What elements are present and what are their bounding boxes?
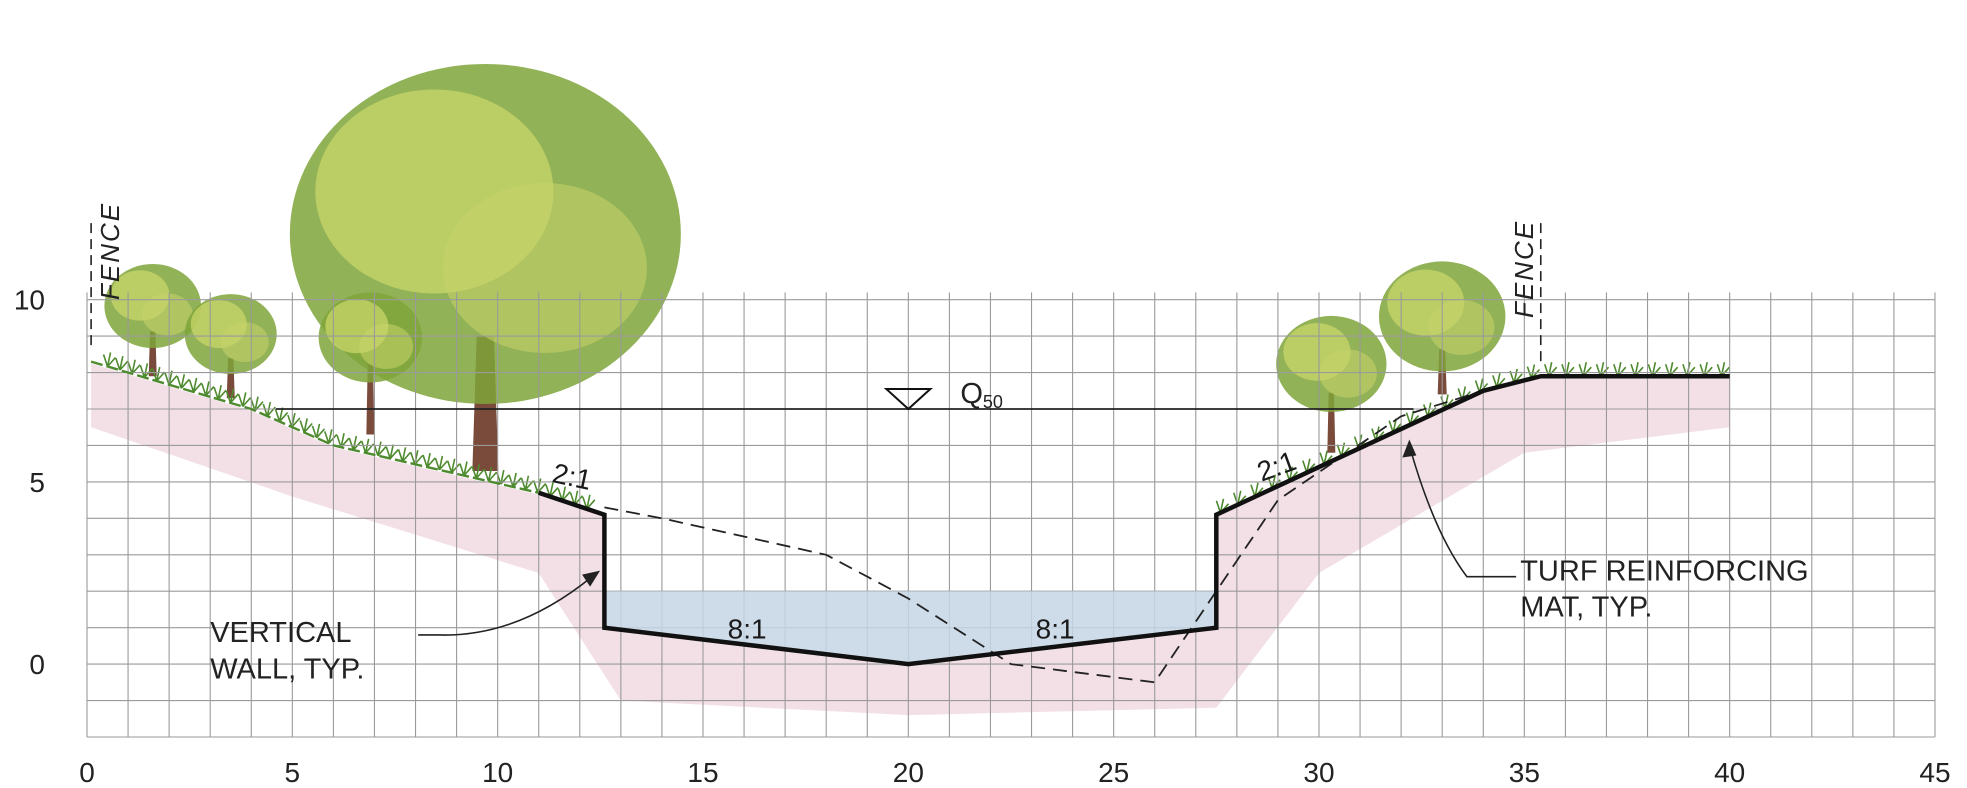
fence-label-left: FENCE	[95, 202, 125, 300]
fence-labels: FENCE FENCE	[95, 202, 1539, 318]
x-tick-label: 35	[1509, 757, 1540, 788]
grass-tuft	[237, 392, 252, 408]
grass-tuft	[397, 447, 412, 462]
vegetation-illustrations	[102, 63, 1731, 514]
grass-tuft	[274, 407, 289, 423]
grass-tuft	[323, 429, 338, 444]
vertical-wall-callout: VERTICAL WALL, TYP.	[210, 570, 601, 686]
grass-tuft	[422, 452, 436, 468]
x-tick-label: 0	[79, 757, 95, 788]
x-tick-label: 45	[1919, 757, 1950, 788]
tree-canopy-highlight	[220, 322, 269, 363]
tree-canopy-highlight	[1319, 349, 1377, 398]
grass-tuft	[446, 458, 461, 474]
grass-tuft	[311, 423, 326, 439]
grass-tuft	[532, 478, 547, 494]
fence-label-right: FENCE	[1509, 220, 1539, 318]
vertical-wall-leader-line	[418, 576, 593, 636]
x-tick-label: 25	[1098, 757, 1129, 788]
grass-tuft	[434, 455, 448, 471]
grass-tuft	[483, 467, 498, 482]
vertical-wall-note-line: VERTICAL	[210, 617, 351, 649]
grass-tuft	[299, 418, 313, 434]
y-axis-labels: 0 5 10	[14, 285, 45, 680]
turf-mat-callout: TURF REINFORCING MAT, TYP.	[1402, 439, 1809, 624]
grass-tuft	[188, 377, 203, 393]
turf-mat-arrowhead-icon	[1402, 439, 1417, 458]
grass-tuft	[520, 475, 534, 491]
tree-canopy-highlight	[142, 293, 193, 336]
slope-labels: 2:1 2:1 8:1 8:1	[550, 445, 1300, 645]
grass-tuft	[151, 366, 166, 382]
grass-tuft	[410, 450, 424, 465]
grass-tuft	[225, 388, 240, 404]
grass-tuft	[201, 381, 215, 397]
y-tick-label: 5	[29, 467, 45, 498]
turf-mat-leader-line	[1408, 445, 1517, 578]
proposed-channel-section	[537, 373, 1730, 667]
right-invert-slope-label: 8:1	[1036, 614, 1075, 645]
turf-mat-note-line: MAT, TYP.	[1520, 592, 1652, 624]
y-tick-label: 10	[14, 285, 45, 316]
vertical-wall-note-line: WALL, TYP.	[210, 654, 364, 686]
grass-tuft	[459, 461, 473, 477]
turf-mat-note-line: TURF REINFORCING	[1520, 555, 1808, 587]
grass-tuft	[127, 359, 141, 375]
tree-canopy-highlight	[1428, 299, 1495, 355]
x-axis-labels: 0 5 10 15 20 25 30 35 40 45	[79, 757, 1950, 788]
grass-tuft	[115, 355, 129, 371]
x-tick-label: 40	[1714, 757, 1745, 788]
x-tick-label: 5	[285, 757, 301, 788]
tree-canopy-highlight	[442, 182, 647, 353]
grass-tuft	[373, 441, 387, 457]
x-tick-label: 10	[482, 757, 513, 788]
grass-tuft	[102, 352, 117, 368]
water-level-triangle-icon	[883, 388, 933, 411]
y-tick-label: 0	[29, 649, 45, 680]
grass-tuft	[348, 435, 362, 451]
grass-tuft	[508, 472, 522, 488]
x-tick-label: 15	[687, 757, 718, 788]
water-level-marker: Q50	[883, 378, 1003, 412]
grass-tuft	[385, 444, 399, 460]
section-lines	[90, 223, 1730, 684]
grass-tuft	[176, 374, 190, 389]
tree-canopy-highlight	[359, 324, 414, 370]
x-tick-label: 20	[893, 757, 924, 788]
x-tick-label: 30	[1303, 757, 1334, 788]
grass-tuft	[213, 385, 227, 400]
water-level-label: Q50	[960, 378, 1003, 412]
vertical-wall-arrowhead-icon	[582, 570, 601, 587]
left-invert-slope-label: 8:1	[728, 614, 767, 645]
natural-bank-line	[90, 360, 539, 494]
grass-tuft	[471, 464, 485, 479]
